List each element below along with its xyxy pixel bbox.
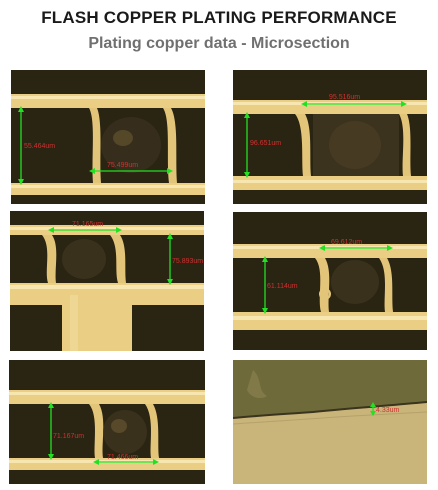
measurement-label: 55.464um (24, 143, 55, 150)
measurement-label: 71.466um (107, 454, 138, 461)
page-subtitle: Plating copper data - Microsection (88, 35, 350, 52)
microsection-image-4: 69.612um 61.114um (233, 212, 427, 350)
measurement-label: 96.651um (250, 140, 281, 147)
measurement-label: 61.114um (267, 283, 298, 290)
microsection-image-1: 55.464um 75.499um (11, 70, 205, 204)
page-title: FLASH COPPER PLATING PERFORMANCE (41, 8, 397, 27)
measurement-label: 71.165um (72, 221, 103, 228)
measurement-label: 4.33um (376, 407, 400, 414)
measurement-label: 71.167um (53, 433, 84, 440)
microsection-image-5: 71.167um 71.466um (9, 360, 205, 484)
measurement-label: 75.499um (107, 162, 138, 169)
microsection-image-2: 95.516um 96.651um (233, 70, 427, 204)
measurement-label: 69.612um (331, 239, 362, 246)
microsection-image-6: 4.33um (233, 360, 427, 484)
measurement-label: 95.516um (329, 94, 360, 101)
microsection-image-3: 71.165um 75.893um (10, 211, 204, 351)
measurement-label: 75.893um (172, 258, 203, 265)
